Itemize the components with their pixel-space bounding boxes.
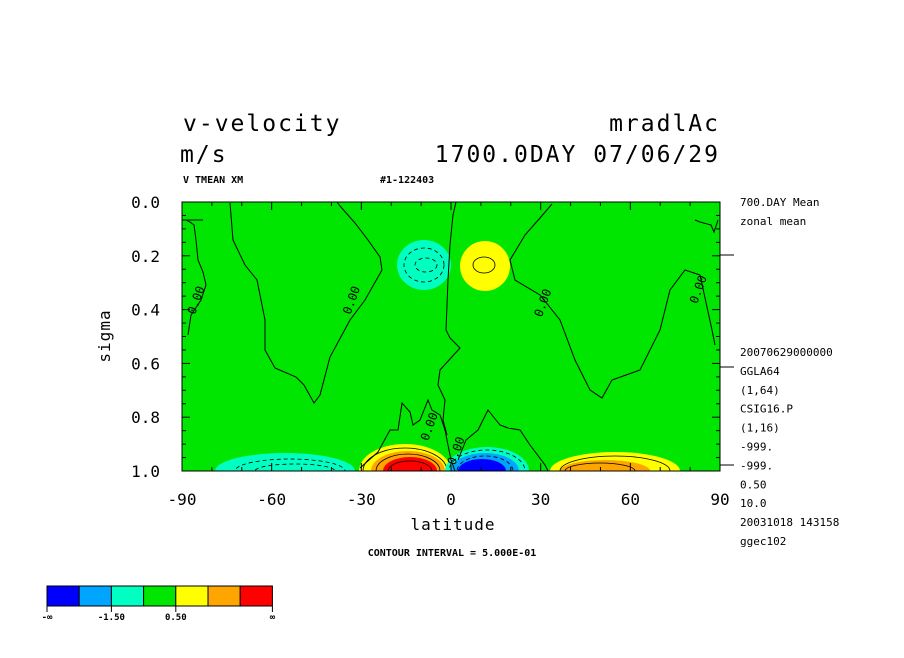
- side-info-line: (1,16): [740, 422, 780, 435]
- side-info-line: GGLA64: [740, 365, 780, 378]
- side-info-line: CSIG16.P: [740, 403, 793, 416]
- contour-interval: CONTOUR INTERVAL = 5.000E-01: [368, 548, 537, 559]
- y-tick-label: 0.4: [131, 301, 160, 320]
- side-info-line: 20031018 143158: [740, 516, 839, 529]
- colorbar-swatch: [239, 585, 273, 607]
- colorbar-swatch: [175, 585, 209, 607]
- plot-field: [182, 202, 720, 471]
- run-label: mradlAc: [609, 111, 720, 137]
- lower-left-negative-cell: [215, 453, 355, 471]
- colorbar-swatch: [207, 585, 241, 607]
- x-tick-label: -90: [168, 490, 197, 509]
- side-info-line: -999.: [740, 459, 773, 472]
- side-info-line: 0.50: [740, 478, 767, 491]
- colorbar-swatch: [110, 585, 145, 607]
- colorbar: -∞ -1.50 0.50 ∞: [42, 585, 276, 623]
- y-tick-label: 0.8: [131, 408, 160, 427]
- y-tick-label: 0.0: [131, 193, 160, 212]
- field-background: [182, 202, 720, 471]
- x-tick-label: 30: [531, 490, 550, 509]
- colorbar-swatch: [78, 585, 112, 607]
- upper-positive-cell: [460, 241, 510, 291]
- colorbar-swatch: [143, 585, 177, 607]
- x-tick-label: 0: [446, 490, 456, 509]
- x-tick-label: 90: [710, 490, 729, 509]
- side-info-line: -999.: [740, 441, 773, 454]
- time-label: 1700.0DAY 07/06/29: [435, 142, 720, 168]
- x-tick-label: -60: [257, 490, 286, 509]
- colorbar-swatch: [46, 585, 80, 607]
- side-info-line: (1,64): [740, 384, 780, 397]
- side-info-line: 10.0: [740, 497, 767, 510]
- subtitle-mid: #1-122403: [380, 175, 434, 186]
- y-tick-label: 0.2: [131, 247, 160, 266]
- zero-contours: [182, 202, 719, 471]
- chart-title: v-velocity: [183, 111, 341, 137]
- x-tick-label: 60: [621, 490, 640, 509]
- side-info-line: zonal mean: [740, 215, 806, 228]
- side-info: 700.DAY Mean zonal mean 20070629000000 GGLA…: [740, 196, 839, 548]
- axis-ticks: [181, 201, 734, 472]
- x-axis-label: latitude: [410, 515, 495, 534]
- x-tick-labels: -90 -60 -30 0 30 60 90: [168, 490, 730, 509]
- side-info-line: 20070629000000: [740, 346, 833, 359]
- subtitle-left: V TMEAN XM: [183, 175, 243, 186]
- colorbar-label: -∞: [42, 613, 53, 623]
- y-tick-labels: 0.0 0.2 0.4 0.6 0.8 1.0: [131, 193, 160, 481]
- side-info-line: ggec102: [740, 535, 786, 548]
- units-label: m/s: [180, 142, 228, 168]
- side-info-line: 700.DAY Mean: [740, 196, 819, 209]
- y-tick-label: 0.6: [131, 354, 160, 373]
- upper-negative-cell: [397, 240, 451, 290]
- y-axis-label: sigma: [95, 309, 114, 362]
- x-tick-label: -30: [347, 490, 376, 509]
- colorbar-label: 0.50: [165, 613, 187, 623]
- y-tick-label: 1.0: [131, 462, 160, 481]
- colorbar-label: -1.50: [98, 613, 125, 623]
- colorbar-label: ∞: [270, 613, 276, 623]
